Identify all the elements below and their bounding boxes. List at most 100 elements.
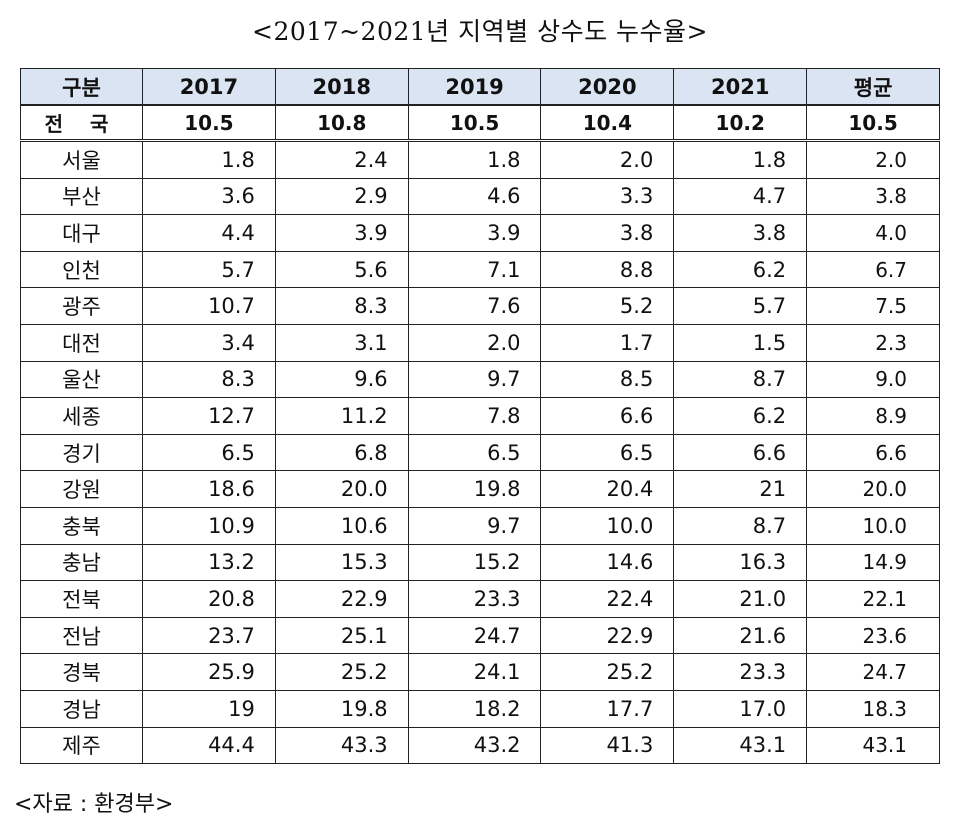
table-cell: 3.9	[274, 214, 409, 252]
row-label: 울산	[20, 360, 143, 399]
table-cell: 3.4	[142, 323, 276, 362]
row-label: 제주	[20, 726, 143, 765]
row-label: 경북	[20, 653, 143, 691]
table-cell: 22.9	[540, 616, 675, 655]
header-cell-2017: 2017	[142, 68, 276, 106]
table-cell: 8.5	[540, 360, 675, 399]
table-cell: 15.3	[274, 543, 409, 582]
table-cell: 8.7	[673, 506, 808, 545]
table-row: 충남 13.2 15.3 15.2 14.6 16.3 14.9	[20, 543, 940, 582]
source-note: <자료 : 환경부>	[14, 792, 174, 817]
table-cell: 4.6	[407, 177, 542, 216]
total-cell: 10.5	[407, 104, 542, 142]
table-cell: 19.8	[407, 470, 542, 508]
table-row: 제주 44.4 43.3 43.2 41.3 43.1 43.1	[20, 726, 940, 765]
row-label: 대전	[20, 323, 143, 362]
table-cell: 19.8	[274, 689, 409, 728]
total-cell: 10.5	[806, 104, 940, 142]
row-label: 전남	[20, 616, 143, 655]
table-cell: 5.6	[274, 250, 409, 289]
table-cell: 25.9	[142, 653, 276, 691]
header-cell-2018: 2018	[274, 68, 409, 106]
table-cell: 1.8	[407, 140, 542, 179]
table-cell: 8.3	[274, 287, 409, 325]
table-cell: 14.9	[806, 543, 940, 582]
table-cell: 7.6	[407, 287, 542, 325]
row-label: 서울	[20, 140, 143, 179]
total-cell: 10.2	[673, 104, 808, 142]
row-label: 광주	[20, 287, 143, 325]
table-cell: 13.2	[142, 543, 276, 582]
table-cell: 2.0	[540, 140, 675, 179]
table-cell: 10.0	[540, 506, 675, 545]
table-cell: 3.8	[540, 214, 675, 252]
table-row: 강원 18.6 20.0 19.8 20.4 21 20.0	[20, 470, 940, 508]
table-cell: 20.0	[274, 470, 409, 508]
header-cell-2019: 2019	[407, 68, 542, 106]
table-row: 서울 1.8 2.4 1.8 2.0 1.8 2.0	[20, 140, 940, 179]
row-label: 대구	[20, 214, 143, 252]
table-row: 전북 20.8 22.9 23.3 22.4 21.0 22.1	[20, 580, 940, 618]
table-cell: 23.7	[142, 616, 276, 655]
total-cell: 10.8	[274, 104, 409, 142]
leakage-table: 구분 2017 2018 2019 2020 2021 평균 전 국 10.5 …	[20, 68, 940, 765]
table-cell: 41.3	[540, 726, 675, 765]
table-cell: 6.7	[806, 250, 940, 289]
header-cell-category: 구분	[20, 68, 143, 106]
table-cell: 24.7	[407, 616, 542, 655]
table-cell: 17.7	[540, 689, 675, 728]
row-label: 충남	[20, 543, 143, 582]
row-label: 경남	[20, 689, 143, 728]
table-cell: 20.8	[142, 580, 276, 618]
table-cell: 24.7	[806, 653, 940, 691]
table-row: 울산 8.3 9.6 9.7 8.5 8.7 9.0	[20, 360, 940, 399]
table-cell: 2.3	[806, 323, 940, 362]
table-cell: 24.1	[407, 653, 542, 691]
header-cell-2020: 2020	[540, 68, 675, 106]
table-cell: 44.4	[142, 726, 276, 765]
table-cell: 20.4	[540, 470, 675, 508]
table-cell: 43.1	[673, 726, 808, 765]
table-cell: 9.6	[274, 360, 409, 399]
table-cell: 8.9	[806, 397, 940, 435]
table-cell: 6.5	[142, 433, 276, 472]
total-cell: 10.5	[142, 104, 276, 142]
table-cell: 9.7	[407, 506, 542, 545]
row-label: 강원	[20, 470, 143, 508]
table-cell: 23.3	[673, 653, 808, 691]
table-cell: 3.8	[673, 214, 808, 252]
table-cell: 43.3	[274, 726, 409, 765]
table-cell: 9.0	[806, 360, 940, 399]
header-cell-average: 평균	[806, 68, 940, 106]
table-cell: 18.3	[806, 689, 940, 728]
table-cell: 22.4	[540, 580, 675, 618]
table-cell: 2.9	[274, 177, 409, 216]
table-cell: 25.1	[274, 616, 409, 655]
table-row: 경기 6.5 6.8 6.5 6.5 6.6 6.6	[20, 433, 940, 472]
row-label: 충북	[20, 506, 143, 545]
table-cell: 5.2	[540, 287, 675, 325]
table-cell: 18.2	[407, 689, 542, 728]
row-label: 전북	[20, 580, 143, 618]
table-cell: 22.1	[806, 580, 940, 618]
table-cell: 43.2	[407, 726, 542, 765]
table-cell: 22.9	[274, 580, 409, 618]
row-label: 부산	[20, 177, 143, 216]
table-cell: 7.1	[407, 250, 542, 289]
table-row: 전남 23.7 25.1 24.7 22.9 21.6 23.6	[20, 616, 940, 655]
table-cell: 21.0	[673, 580, 808, 618]
table-row: 부산 3.6 2.9 4.6 3.3 4.7 3.8	[20, 177, 940, 216]
table-cell: 25.2	[540, 653, 675, 691]
table-row: 경남 19 19.8 18.2 17.7 17.0 18.3	[20, 689, 940, 728]
table-cell: 17.0	[673, 689, 808, 728]
row-label: 인천	[20, 250, 143, 289]
table-cell: 10.6	[274, 506, 409, 545]
table-cell: 21	[673, 470, 808, 508]
table-cell: 8.3	[142, 360, 276, 399]
table-cell: 15.2	[407, 543, 542, 582]
table-cell: 4.7	[673, 177, 808, 216]
table-cell: 6.6	[806, 433, 940, 472]
table-cell: 3.1	[274, 323, 409, 362]
table-title: <2017~2021년 지역별 상수도 누수율>	[252, 17, 708, 46]
table-cell: 2.0	[407, 323, 542, 362]
